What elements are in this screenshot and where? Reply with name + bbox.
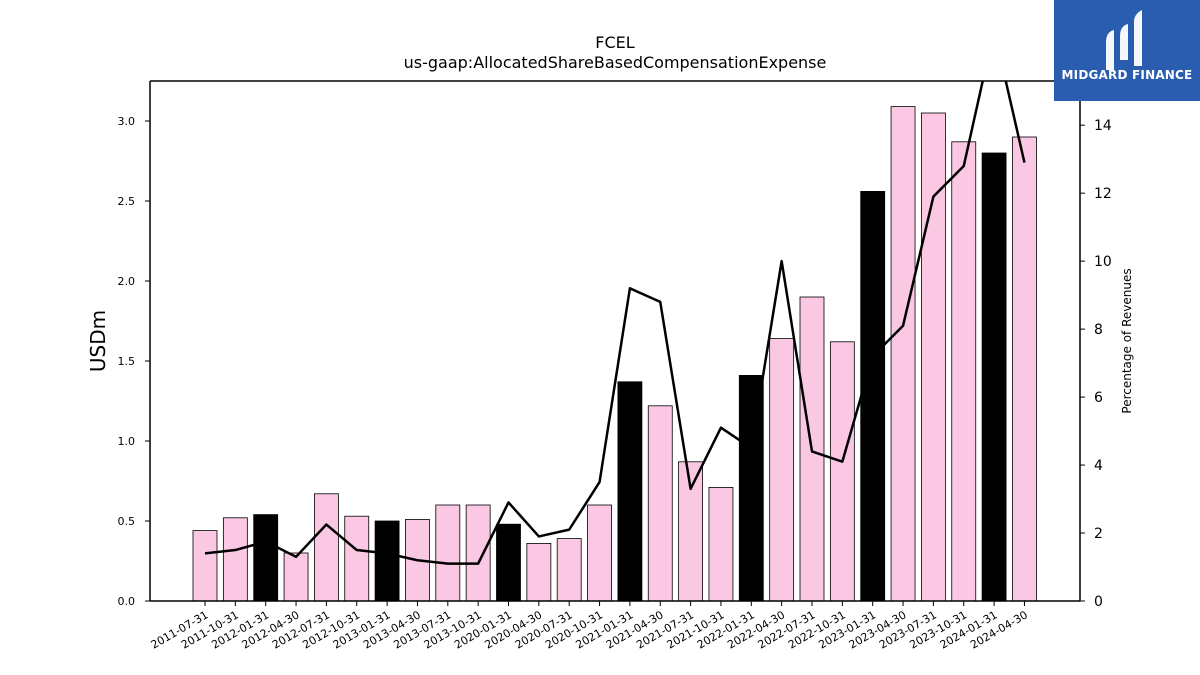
bar-2020-07-31 — [556, 538, 582, 602]
y-tick-label: 1.5 — [118, 355, 136, 368]
ratio-line — [204, 81, 1026, 565]
brand-name: MIDGARD FINANCE — [1061, 68, 1193, 82]
chart-subtitle: us-gaap:AllocatedShareBasedCompensationE… — [404, 53, 827, 72]
bar-2012-07-31 — [313, 493, 339, 602]
y2-tick-label: 0 — [1094, 594, 1103, 610]
y-tick-label: 0.0 — [118, 595, 136, 608]
bar-2024-04-30 — [1012, 136, 1037, 602]
bar-group — [192, 106, 1037, 602]
midgard-logo-icon — [1106, 10, 1142, 70]
bar-2013-01-31 — [374, 520, 400, 602]
bar-2011-10-31 — [222, 517, 248, 602]
y-tick-label: 2.0 — [118, 275, 136, 288]
axes — [149, 80, 1081, 602]
bar-2012-04-30 — [283, 552, 309, 602]
y2-tick-label: 6 — [1094, 390, 1103, 406]
bar-2021-01-31 — [617, 381, 643, 602]
bar-2020-10-31 — [587, 504, 612, 602]
bar-2022-01-31 — [738, 374, 764, 602]
bar-2020-01-31 — [496, 523, 521, 602]
y-tick-label: 2.5 — [118, 195, 136, 208]
bar-2024-01-31 — [981, 152, 1007, 602]
y-tick-label: 1.0 — [118, 435, 136, 448]
bar-2013-07-31 — [435, 504, 461, 602]
y2-tick-label: 14 — [1094, 118, 1112, 134]
bar-2011-07-31 — [192, 530, 218, 602]
bar-2021-10-31 — [708, 486, 734, 602]
midgard-finance-logo: MIDGARD FINANCE — [1054, 0, 1200, 101]
bar-2023-01-31 — [860, 190, 886, 602]
bar-2022-10-31 — [829, 341, 855, 602]
bar-2021-04-30 — [647, 405, 673, 602]
bar-2020-04-30 — [526, 543, 552, 602]
bar-2023-10-31 — [951, 141, 977, 602]
y-axis-label: USDm — [86, 310, 110, 372]
y2-tick-label: 2 — [1094, 526, 1103, 542]
y2-tick-label: 12 — [1094, 186, 1112, 202]
bar-2023-04-30 — [890, 106, 916, 602]
y-tick-label: 3.0 — [118, 115, 136, 128]
bar-2023-07-31 — [921, 112, 946, 602]
bar-2013-10-31 — [465, 504, 491, 602]
bar-2012-01-31 — [253, 514, 279, 602]
y2-tick-label: 8 — [1094, 322, 1103, 338]
y2-tick-label: 10 — [1094, 254, 1112, 270]
y-tick-label: 0.5 — [118, 515, 136, 528]
bar-2012-10-31 — [344, 515, 370, 602]
y2-axis-label: Percentage of Revenues — [1120, 268, 1134, 413]
y2-tick-label: 4 — [1094, 458, 1103, 474]
line-group — [204, 81, 1026, 565]
chart-title: FCEL — [595, 33, 634, 52]
bar-2022-04-30 — [769, 338, 795, 602]
